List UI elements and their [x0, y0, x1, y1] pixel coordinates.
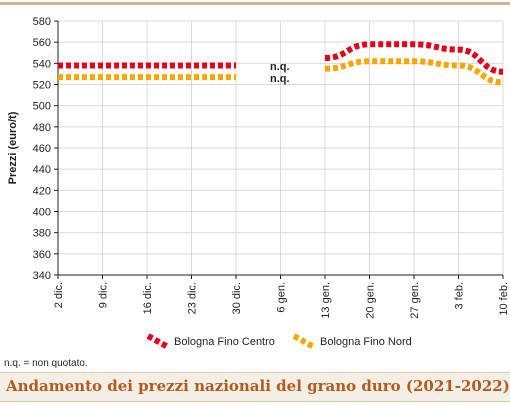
title-bar: Andamento dei prezzi nazionali del grano…	[0, 372, 510, 402]
grid-lines	[57, 20, 504, 276]
y-tick-label: 380	[33, 228, 51, 240]
y-tick-label: 440	[33, 164, 51, 176]
y-tick-label: 360	[33, 249, 51, 261]
x-tick-label: 30 dic.	[231, 282, 243, 314]
tick-labels: 340 360 380 400 420 440 460 480 500 520 540 560 580 2…	[33, 16, 510, 319]
x-tick-label: 13 gen.	[320, 282, 332, 319]
x-tick-label: 16 dic.	[142, 282, 154, 314]
legend-swatch-centro	[146, 333, 170, 350]
chart-title: Andamento dei prezzi nazionali del grano…	[6, 377, 510, 395]
legend-label-centro: Bologna Fino Centro	[174, 336, 275, 348]
nq-annotation-nord: n.q.	[270, 73, 290, 85]
legend: Bologna Fino Centro Bologna Fino Nord	[146, 333, 412, 350]
series-line-nord	[324, 58, 504, 86]
x-tick-label: 2 dic.	[53, 282, 65, 308]
x-tick-label: 9 dic.	[98, 282, 110, 308]
legend-swatch-nord	[292, 333, 316, 350]
y-axis-title: Prezzi (euro/t)	[7, 111, 19, 184]
y-tick-label: 460	[33, 143, 51, 155]
footnote: n.q. = non quotato.	[4, 358, 88, 369]
x-tick-label: 10 feb.	[498, 282, 510, 316]
series-lines	[58, 41, 504, 86]
series-line-centro	[324, 41, 504, 75]
axes	[54, 20, 504, 279]
legend-label-nord: Bologna Fino Nord	[320, 336, 412, 348]
x-tick-label: 3 feb.	[454, 282, 466, 310]
y-tick-label: 420	[33, 185, 51, 197]
y-tick-label: 520	[33, 80, 51, 92]
x-tick-label: 23 dic.	[187, 282, 199, 314]
y-tick-label: 560	[33, 37, 51, 49]
y-tick-label: 500	[33, 101, 51, 113]
y-tick-label: 400	[33, 207, 51, 219]
top-rule	[0, 2, 510, 5]
x-tick-label: 27 gen.	[409, 282, 421, 319]
x-tick-label: 20 gen.	[365, 282, 377, 319]
y-tick-label: 580	[33, 16, 51, 28]
x-tick-label: 6 gen.	[276, 282, 288, 313]
y-tick-label: 540	[33, 58, 51, 70]
nq-annotation-centro: n.q.	[270, 61, 290, 73]
y-tick-label: 480	[33, 122, 51, 134]
y-tick-label: 340	[33, 270, 51, 282]
